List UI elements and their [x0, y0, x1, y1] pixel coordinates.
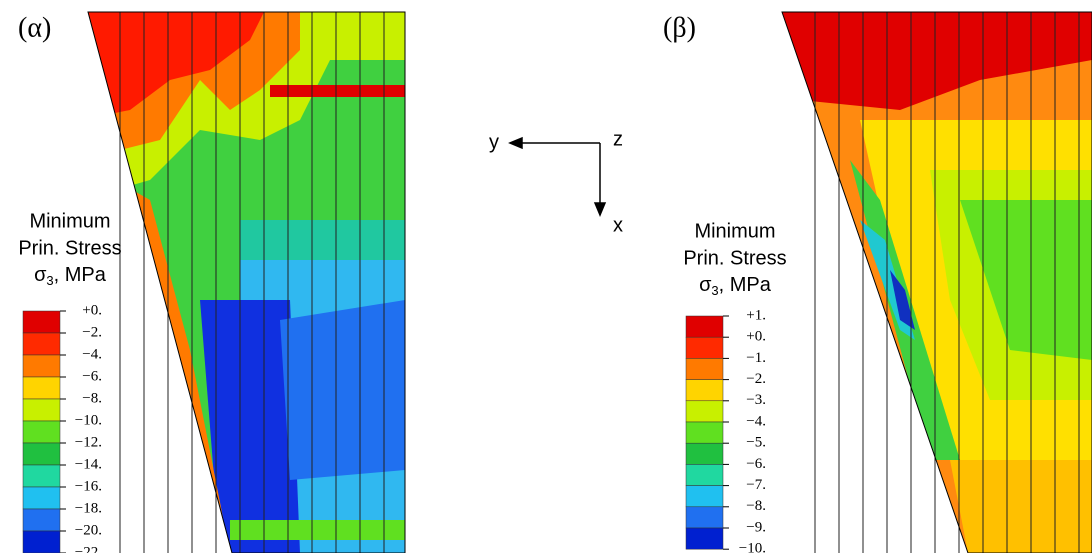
legend-symbol: σ	[699, 274, 712, 296]
legend-unit: , MPa	[54, 264, 107, 286]
legend-swatch	[685, 442, 724, 465]
legend-level-label: +0.	[82, 302, 102, 318]
legend-level-label: −1.	[746, 350, 766, 366]
legend-level-label: −3.	[746, 392, 766, 408]
element-lines-b	[814, 12, 1080, 553]
panel-label: (α)	[18, 12, 51, 43]
legend-level-label: −22.	[75, 544, 102, 553]
legend-swatch	[685, 358, 724, 380]
outline-b	[781, 11, 1092, 553]
axes-indicator	[508, 136, 607, 217]
legend-swatch	[685, 315, 724, 338]
legend-swatch	[22, 332, 61, 356]
legend-level-label: −5.	[746, 435, 766, 451]
legend-level-label: −10.	[75, 412, 102, 428]
legend-swatch	[22, 398, 61, 422]
legend-swatch	[22, 486, 61, 510]
legend-swatch	[685, 485, 724, 508]
legend-level-label: −8.	[746, 498, 766, 514]
legend-subscript: 3	[711, 283, 718, 298]
legend-swatch	[22, 464, 61, 488]
legend-swatch	[685, 336, 724, 359]
legend-level-label: −7.	[746, 477, 766, 493]
legend-symbol-line: σ3, MPa	[34, 264, 107, 288]
legend-swatch	[685, 400, 724, 423]
y-arrowhead	[508, 136, 523, 150]
legend-swatch	[22, 442, 61, 466]
legend-level-label: −4.	[746, 413, 766, 429]
legend-symbol-line: σ3, MPa	[699, 274, 772, 298]
legend-title: Minimum	[694, 220, 775, 242]
legend-title: Prin. Stress	[683, 247, 786, 269]
legend-swatch	[685, 506, 724, 529]
legend-level-label: −6.	[746, 456, 766, 472]
legend-swatch	[685, 527, 724, 550]
legend-title: Minimum	[29, 210, 110, 232]
legend-subscript: 3	[46, 273, 53, 288]
legend-swatch	[22, 420, 61, 444]
legend-level-label: −2.	[82, 324, 102, 340]
legend-symbol: σ	[34, 264, 47, 286]
x-arrowhead	[593, 202, 607, 217]
legend-title: Prin. Stress	[18, 237, 121, 259]
legend-swatch	[685, 421, 724, 444]
legend-swatch	[22, 508, 61, 532]
element-lines-a	[119, 12, 385, 553]
legend-level-label: −20.	[75, 522, 102, 538]
legend-level-label: −6.	[82, 368, 102, 384]
axis-z-label: z	[613, 128, 623, 150]
legend-swatch	[685, 379, 724, 402]
legend-swatch	[22, 530, 61, 553]
legend-level-label: −8.	[82, 390, 102, 406]
axis-x-label: x	[613, 214, 623, 236]
contour-field-b	[782, 12, 1092, 553]
axis-y-label: y	[489, 131, 499, 153]
legend-swatch	[22, 354, 61, 378]
outline-a	[87, 11, 406, 553]
legend-level-label: −14.	[75, 456, 102, 472]
panel-label: (β)	[663, 12, 696, 43]
legend-level-label: −10.	[739, 541, 766, 553]
legend-level-label: −12.	[75, 434, 102, 450]
legend-level-label: +1.	[746, 307, 766, 323]
legend-swatch	[22, 376, 61, 400]
legend-level-label: −2.	[746, 371, 766, 387]
legend-level-label: −4.	[82, 346, 102, 362]
legend-swatch	[685, 464, 724, 486]
legend-level-label: −18.	[75, 500, 102, 516]
legend-level-label: −16.	[75, 478, 102, 494]
legend-unit: , MPa	[719, 274, 772, 296]
legend-swatch	[22, 310, 61, 334]
legend-level-label: +0.	[746, 329, 766, 345]
legend-level-label: −9.	[746, 519, 766, 535]
